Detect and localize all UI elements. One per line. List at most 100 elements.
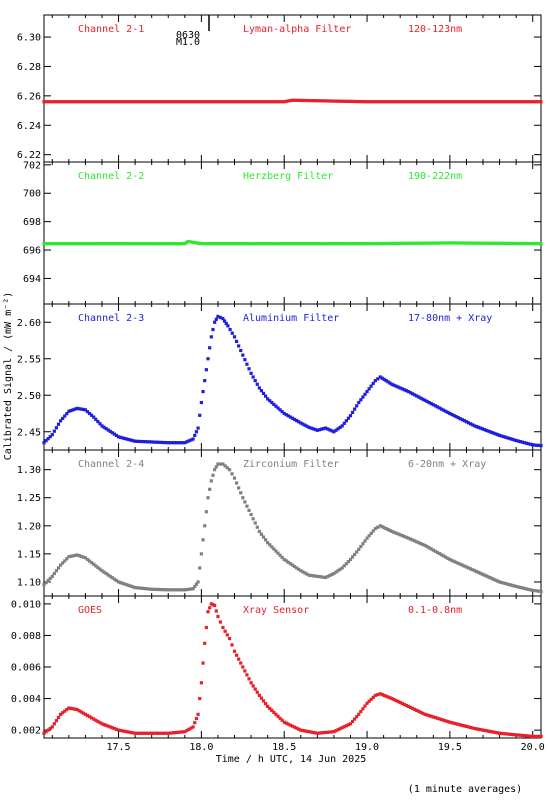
data-point: [430, 100, 434, 104]
data-point: [400, 387, 404, 391]
data-point: [521, 241, 525, 246]
data-point: [327, 242, 332, 246]
data-point: [173, 242, 177, 246]
data-point: [222, 319, 227, 323]
data-point: [237, 486, 241, 490]
flare-marker-time: 0630: [176, 30, 200, 41]
data-point: [331, 242, 336, 246]
y-tick-label: 1.10: [17, 577, 41, 588]
data-point: [494, 578, 498, 582]
data-point: [178, 100, 182, 104]
data-point: [259, 532, 264, 536]
data-point: [335, 99, 339, 103]
data-point: [54, 242, 58, 246]
data-point: [396, 385, 400, 389]
data-point: [73, 707, 77, 711]
data-point: [444, 719, 448, 723]
data-point: [313, 574, 317, 578]
data-point: [108, 429, 112, 433]
data-point: [199, 400, 203, 405]
data-point: [208, 346, 212, 350]
data-point: [143, 440, 148, 444]
data-point: [485, 241, 490, 245]
data-point: [313, 427, 317, 432]
data-point: [64, 242, 68, 246]
data-point: [102, 570, 106, 574]
data-point: [408, 705, 413, 710]
data-point: [462, 564, 466, 568]
data-point: [251, 375, 255, 379]
data-point: [416, 241, 420, 245]
panel-frame: [43, 449, 542, 597]
data-point: [306, 242, 310, 246]
data-point: [301, 570, 305, 574]
data-point: [208, 606, 212, 610]
data-point: [539, 100, 543, 104]
data-point: [110, 100, 115, 104]
data-point: [531, 734, 535, 739]
data-point: [272, 100, 276, 104]
data-point: [67, 706, 71, 710]
data-point: [64, 100, 68, 104]
data-point: [196, 580, 200, 584]
data-point: [508, 732, 512, 736]
data-point: [139, 439, 143, 444]
data-point: [119, 728, 123, 733]
data-point: [381, 100, 385, 104]
data-point: [54, 569, 59, 573]
data-point: [108, 574, 112, 578]
data-point: [110, 242, 115, 246]
data-point: [73, 407, 77, 411]
data-point: [135, 439, 139, 443]
data-point: [488, 430, 492, 434]
data-point: [428, 241, 432, 245]
data-point: [491, 100, 496, 104]
data-point: [363, 242, 367, 246]
data-point: [127, 730, 131, 734]
data-point: [317, 575, 322, 579]
data-point: [282, 411, 286, 416]
data-point: [170, 100, 174, 104]
data-point: [110, 576, 114, 580]
data-point: [442, 718, 446, 722]
data-point: [157, 242, 161, 246]
data-point: [67, 555, 71, 559]
data-point: [218, 620, 223, 624]
data-point: [247, 100, 251, 104]
data-point: [454, 100, 458, 104]
chart-panels: 6.22 6.24 6.26 6.28 6.30 Channel 2-1 Lyman-alp…: [11, 14, 543, 739]
data-point: [419, 710, 423, 714]
data-point: [262, 242, 267, 246]
data-point: [290, 242, 294, 246]
data-point: [58, 100, 62, 104]
data-point: [418, 241, 422, 245]
data-point: [504, 582, 508, 586]
data-point: [361, 100, 365, 104]
data-point: [258, 100, 263, 104]
data-point: [393, 241, 397, 246]
data-point: [297, 727, 301, 731]
data-point: [404, 703, 408, 708]
data-point: [452, 413, 456, 418]
data-point: [468, 725, 473, 730]
data-point: [327, 99, 331, 103]
data-point: [367, 699, 371, 703]
series-points: [42, 239, 543, 246]
data-point: [74, 100, 78, 104]
filter-label: Xray Sensor: [243, 605, 309, 616]
data-point: [184, 240, 189, 245]
data-point: [257, 386, 261, 390]
data-point: [262, 100, 267, 104]
data-point: [150, 100, 154, 104]
data-point: [432, 100, 436, 104]
data-point: [280, 242, 284, 246]
data-point: [398, 241, 403, 245]
data-point: [341, 99, 345, 103]
data-point: [100, 424, 104, 428]
data-point: [434, 241, 438, 245]
data-point: [389, 100, 393, 104]
data-point: [235, 100, 239, 104]
data-point: [337, 99, 341, 103]
data-point: [160, 588, 164, 592]
data-point: [324, 730, 328, 735]
